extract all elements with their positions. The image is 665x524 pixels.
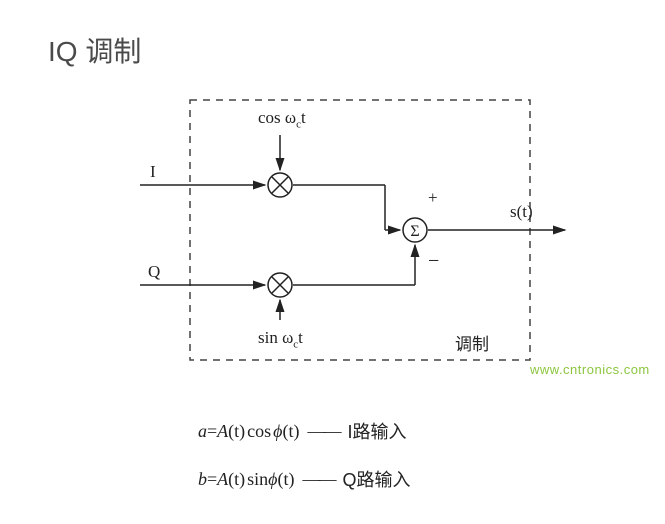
summer: Σ — [403, 218, 427, 242]
output-label: s(t) — [510, 202, 533, 222]
i-label: I — [150, 162, 156, 182]
sin-label: sin ωct — [258, 328, 303, 350]
svg-text:Σ: Σ — [410, 223, 419, 240]
mixer-2 — [268, 273, 292, 297]
cos-label: cos ωct — [258, 108, 306, 130]
modulator-label: 调制 — [455, 330, 489, 355]
mixer-1 — [268, 173, 292, 197]
iq-modulation-diagram: Σ cos ωct sin ωct I Q + − s(t) 调制 — [140, 90, 570, 370]
plus-label: + — [428, 188, 438, 208]
formula-i-path: a = A (t) cos ϕ (t) —— I路输入 — [198, 418, 407, 444]
q-label: Q — [148, 262, 160, 282]
minus-label: − — [428, 250, 439, 273]
page-title: IQ 调制 — [48, 30, 141, 70]
diagram-svg: Σ — [140, 90, 570, 370]
formula-q-path: b = A (t) sin ϕ (t) —— Q路输入 — [198, 466, 411, 492]
